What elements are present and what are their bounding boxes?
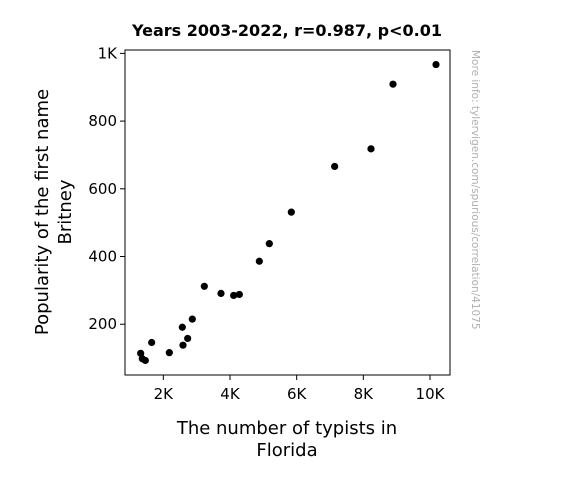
- data-point: [188, 315, 196, 323]
- data-point: [265, 240, 273, 248]
- data-point: [331, 162, 339, 171]
- data-point: [200, 282, 208, 290]
- data-point: [148, 338, 156, 347]
- data-point: [217, 289, 225, 298]
- data-point: [178, 323, 186, 331]
- x-tick-label: 10K: [416, 385, 446, 403]
- data-points: [137, 60, 440, 365]
- source-note: More info: tylervigen.com/spurious/corre…: [469, 50, 481, 330]
- data-point: [432, 60, 440, 69]
- x-tick-label: 8K: [354, 385, 375, 403]
- y-tick-label: 1K: [98, 44, 119, 62]
- data-point: [235, 290, 243, 299]
- data-point: [230, 291, 238, 300]
- y-tick-label: 400: [88, 248, 117, 266]
- x-axis: 2K 4K 6K 8K 10K: [154, 375, 446, 403]
- y-axis-label-line-2: Britney: [55, 179, 76, 244]
- data-point: [367, 145, 375, 153]
- x-tick-label: 6K: [287, 385, 308, 403]
- data-point: [184, 334, 192, 343]
- data-point: [389, 80, 397, 88]
- x-tick-label: 2K: [154, 385, 175, 403]
- data-point: [165, 349, 173, 357]
- y-axis-label-line-1: Popularity of the first name: [32, 89, 53, 335]
- plot-area: [124, 49, 451, 376]
- data-point: [255, 257, 263, 265]
- y-tick-label: 800: [88, 112, 117, 130]
- y-tick-label: 200: [88, 315, 117, 333]
- x-tick-label: 4K: [220, 385, 241, 403]
- y-tick-label: 600: [88, 180, 117, 198]
- data-point: [287, 208, 295, 216]
- data-point: [141, 356, 149, 365]
- data-point: [137, 349, 145, 357]
- y-axis: 200 400 600 800 1K: [88, 44, 125, 333]
- data-point: [179, 341, 187, 349]
- x-axis-label-line-2: Florida: [256, 440, 317, 461]
- chart-title: Years 2003-2022, r=0.987, p<0.01: [131, 21, 442, 40]
- x-axis-label-line-1: The number of typists in: [176, 418, 397, 439]
